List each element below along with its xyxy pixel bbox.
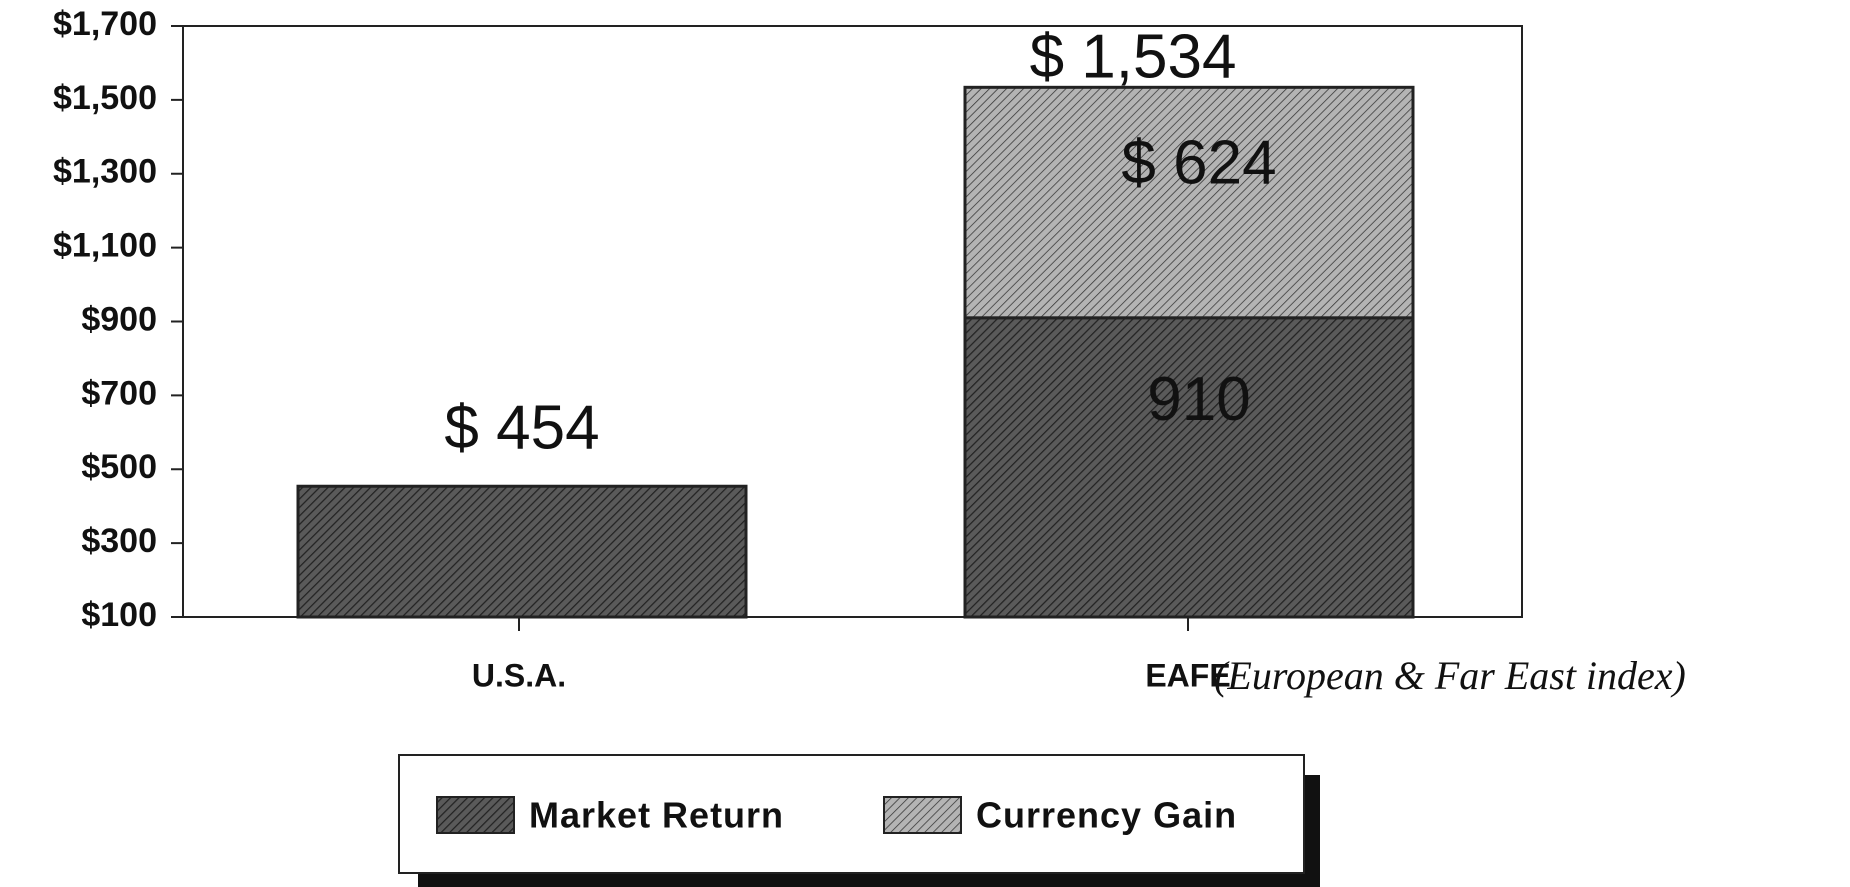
legend-label: Market Return [529,795,784,836]
x-tick-label: U.S.A. [472,657,566,693]
y-tick-label: $1,700 [53,5,157,43]
legend-label: Currency Gain [976,795,1237,836]
legend-swatch [436,796,515,834]
value-label: 910 [1147,365,1250,434]
y-tick-label: $300 [81,522,157,560]
total-label: $ 1,534 [1030,23,1237,92]
y-tick-label: $1,500 [53,79,157,117]
bar-segment [963,85,1415,320]
value-label: $ 624 [1121,129,1276,198]
bar-segment [296,484,748,619]
annotation: (European & Far East index) [1214,653,1686,698]
x-tick-label: EAFE [1145,657,1230,693]
legend-swatch [883,796,962,834]
y-tick-label: $700 [81,374,157,412]
y-tick-label: $100 [81,596,157,634]
total-label: $ 454 [444,394,599,463]
y-tick-label: $1,100 [53,227,157,265]
y-tick-label: $1,300 [53,153,157,191]
y-tick-label: $500 [81,448,157,486]
y-tick-label: $900 [81,300,157,338]
legend-box [398,754,1305,874]
bar-segment [963,316,1415,619]
